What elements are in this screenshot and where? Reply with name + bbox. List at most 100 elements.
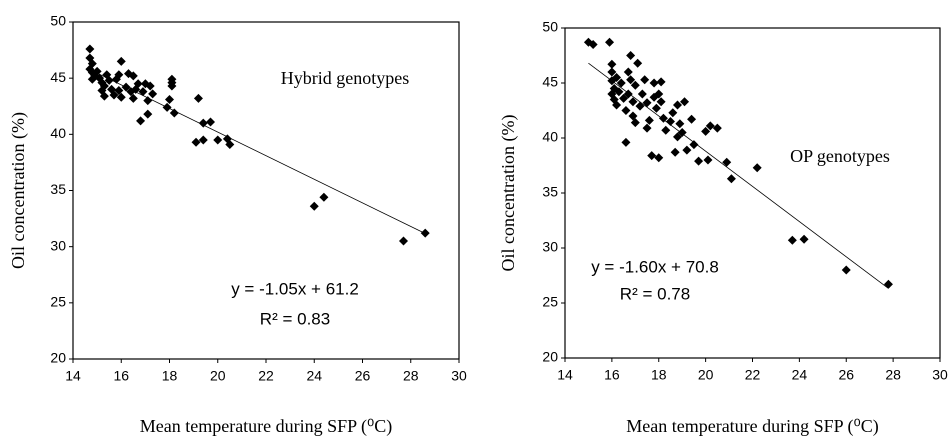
data-point [661, 125, 671, 135]
data-point [647, 151, 657, 161]
data-point [656, 97, 666, 107]
y-tick-label: 40 [542, 129, 558, 145]
data-point [787, 235, 797, 245]
data-point [640, 75, 650, 85]
r-squared: R² = 0.83 [260, 309, 330, 328]
data-point [309, 201, 319, 211]
annotation: OP genotypes [790, 146, 890, 166]
data-point [114, 70, 124, 80]
data-point [654, 153, 664, 163]
data-point [614, 87, 624, 97]
data-point [623, 67, 633, 77]
data-point [705, 121, 715, 131]
data-point [128, 71, 138, 81]
x-tick-label: 20 [698, 367, 714, 383]
data-point [169, 108, 179, 118]
data-point [399, 236, 409, 246]
x-tick-label: 28 [403, 368, 419, 384]
data-point [116, 56, 126, 66]
x-tick-label: 30 [451, 368, 467, 384]
y-tick-label: 50 [50, 13, 66, 29]
data-point [92, 66, 102, 76]
data-point [588, 40, 598, 49]
data-point [651, 103, 661, 113]
x-tick-label: 16 [604, 367, 620, 383]
x-tick-label: 20 [210, 368, 226, 384]
data-point [841, 265, 851, 275]
data-point [191, 137, 201, 147]
y-tick-label: 40 [50, 125, 66, 141]
data-point [752, 163, 762, 173]
data-point [658, 113, 668, 123]
y-tick-label: 25 [542, 294, 558, 310]
data-point [128, 93, 138, 103]
data-point [198, 118, 208, 128]
data-point [133, 79, 143, 89]
data-point [621, 137, 631, 147]
data-point [612, 100, 622, 110]
data-point [138, 87, 148, 97]
x-axis-label: Mean temperature during SFP (⁰C) [140, 416, 393, 437]
data-point [644, 115, 654, 125]
data-point [673, 100, 682, 110]
x-tick-label: 24 [792, 367, 808, 383]
data-point [619, 93, 629, 103]
data-point [689, 140, 699, 150]
data-point [670, 147, 680, 157]
annotation: Hybrid genotypes [281, 68, 409, 88]
data-point [213, 135, 223, 145]
data-point [626, 51, 636, 60]
data-point [722, 157, 732, 167]
data-point [687, 114, 697, 124]
data-point [114, 86, 124, 96]
data-point [145, 81, 155, 91]
x-tick-label: 22 [745, 367, 761, 383]
x-tick-label: 26 [838, 367, 854, 383]
x-tick-label: 14 [557, 367, 573, 383]
data-point [656, 77, 666, 87]
y-tick-label: 20 [542, 349, 558, 365]
data-point [703, 155, 713, 165]
data-point [701, 126, 711, 136]
data-point [612, 73, 622, 82]
equation: y = -1.60x + 70.8 [591, 257, 719, 276]
y-tick-label: 20 [50, 350, 66, 366]
data-point [883, 279, 893, 289]
data-point [680, 97, 690, 107]
y-tick-label: 45 [542, 74, 558, 90]
x-tick-label: 18 [651, 367, 667, 383]
data-point [694, 156, 704, 166]
data-point [726, 174, 736, 184]
x-tick-label: 24 [306, 368, 322, 384]
y-axis-label: Oil concentration (%) [8, 112, 29, 269]
data-point [630, 80, 640, 90]
y-tick-label: 45 [50, 69, 66, 85]
data-point [99, 91, 109, 101]
data-point [637, 89, 647, 99]
data-point [628, 97, 638, 107]
data-point [605, 37, 615, 47]
data-point [616, 78, 626, 88]
data-point [109, 90, 119, 100]
data-point [198, 135, 208, 145]
data-point [193, 93, 203, 103]
data-point [673, 132, 682, 142]
data-point [607, 59, 617, 69]
data-point [87, 74, 97, 84]
data-point [712, 123, 722, 133]
data-point [630, 118, 640, 128]
x-tick-label: 14 [65, 368, 81, 384]
trend-line [89, 69, 426, 234]
data-point [682, 145, 692, 155]
data-point [654, 89, 664, 99]
data-point [799, 234, 809, 244]
y-axis-label: Oil concentration (%) [498, 115, 519, 272]
equation: y = -1.05x + 61.2 [231, 279, 359, 298]
y-tick-label: 35 [542, 184, 558, 200]
x-tick-label: 28 [885, 367, 901, 383]
trend-line [588, 62, 889, 289]
data-point [649, 78, 659, 88]
data-point [136, 116, 146, 126]
y-tick-label: 30 [542, 239, 558, 255]
data-point [626, 75, 636, 85]
